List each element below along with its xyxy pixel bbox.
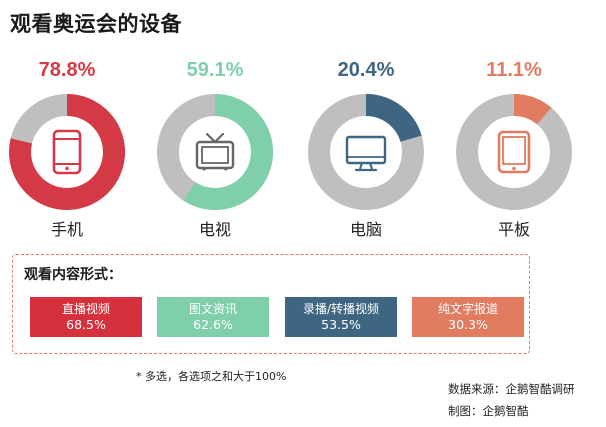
tv-icon	[195, 132, 235, 171]
device-label-phone: 手机	[50, 220, 83, 239]
format-label: 图文资讯	[188, 302, 237, 316]
donut-slice-4	[513, 94, 552, 125]
device-label-tv: 电视	[198, 220, 231, 239]
format-live-video: 直播视频 68.5%	[30, 297, 142, 337]
donut-slice-1	[9, 94, 125, 210]
smartphone-icon	[52, 129, 82, 175]
format-text-image-news: 图文资讯 62.6%	[157, 297, 269, 337]
percent-label-pc: 20.4%	[337, 59, 395, 81]
percent-label-phone: 78.8%	[38, 59, 96, 81]
donut-chart-group: 78.8% 59.1% 20.4% 11.1% 手机 电视 电脑 平板	[0, 55, 606, 245]
donut-phone	[9, 94, 125, 210]
format-value: 68.5%	[66, 317, 106, 332]
device-label-tablet: 平板	[497, 220, 530, 239]
format-value: 62.6%	[193, 317, 233, 332]
chart-credit: 制图：企鹅智酷	[448, 404, 529, 418]
format-label: 纯文字报道	[437, 302, 498, 316]
format-text-report: 纯文字报道 30.3%	[412, 297, 524, 337]
donut-pc	[308, 94, 424, 210]
format-value: 30.3%	[448, 317, 488, 332]
content-format-title: 观看内容形式：	[24, 267, 122, 283]
source-credits: 数据来源：企鹅智酷调研 制图：企鹅智酷	[448, 378, 575, 422]
format-label: 录播/转播视频	[302, 302, 380, 316]
format-label: 直播视频	[61, 302, 110, 316]
format-value: 53.5%	[321, 317, 361, 332]
footnote: * 多选，各选项之和大于100%	[136, 370, 287, 383]
format-recorded-video: 录播/转播视频 53.5%	[285, 297, 397, 337]
tablet-icon	[497, 130, 531, 174]
chart-title: 观看奥运会的设备	[10, 12, 182, 36]
percent-label-tablet: 11.1%	[486, 59, 542, 81]
device-label-pc: 电脑	[349, 220, 382, 239]
donut-slice-3	[365, 94, 422, 143]
donut-tablet	[456, 94, 572, 210]
donut-tv	[157, 94, 273, 210]
donut-slice-2	[183, 94, 273, 210]
content-format-panel	[12, 254, 530, 354]
data-source: 数据来源：企鹅智酷调研	[448, 382, 575, 396]
percent-label-tv: 59.1%	[186, 59, 244, 81]
monitor-icon	[345, 135, 387, 172]
